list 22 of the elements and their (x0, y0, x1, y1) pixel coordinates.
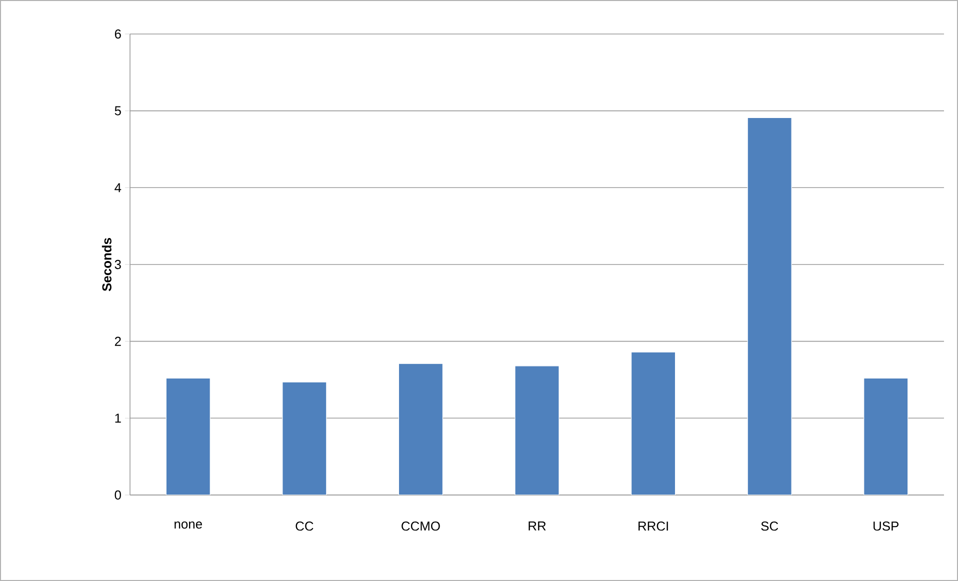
x-tick-label: RR (528, 522, 546, 530)
y-tick-label: 0 (114, 490, 121, 500)
bar (630, 352, 676, 495)
bar (747, 117, 792, 495)
y-tick-label: 3 (114, 260, 121, 270)
y-axis-title: Seconds (102, 238, 112, 292)
bar (166, 378, 210, 495)
x-tick-label: CC (296, 522, 314, 531)
y-tick-label: 1 (115, 414, 121, 423)
x-tick-label: USP (874, 522, 898, 531)
y-tick-label: 5 (114, 106, 121, 116)
x-tick-label: CCMO (402, 522, 440, 531)
bar (514, 366, 560, 495)
x-tick-label: RRCI (638, 522, 668, 531)
y-tick-label: 6 (114, 29, 121, 39)
y-tick-label: 4 (114, 183, 122, 192)
bar (282, 382, 327, 495)
bar (398, 363, 444, 495)
y-tick-label: 2 (114, 336, 121, 346)
bar (864, 378, 908, 495)
x-tick-label: SC (761, 522, 778, 531)
x-tick-label: none (174, 522, 202, 529)
